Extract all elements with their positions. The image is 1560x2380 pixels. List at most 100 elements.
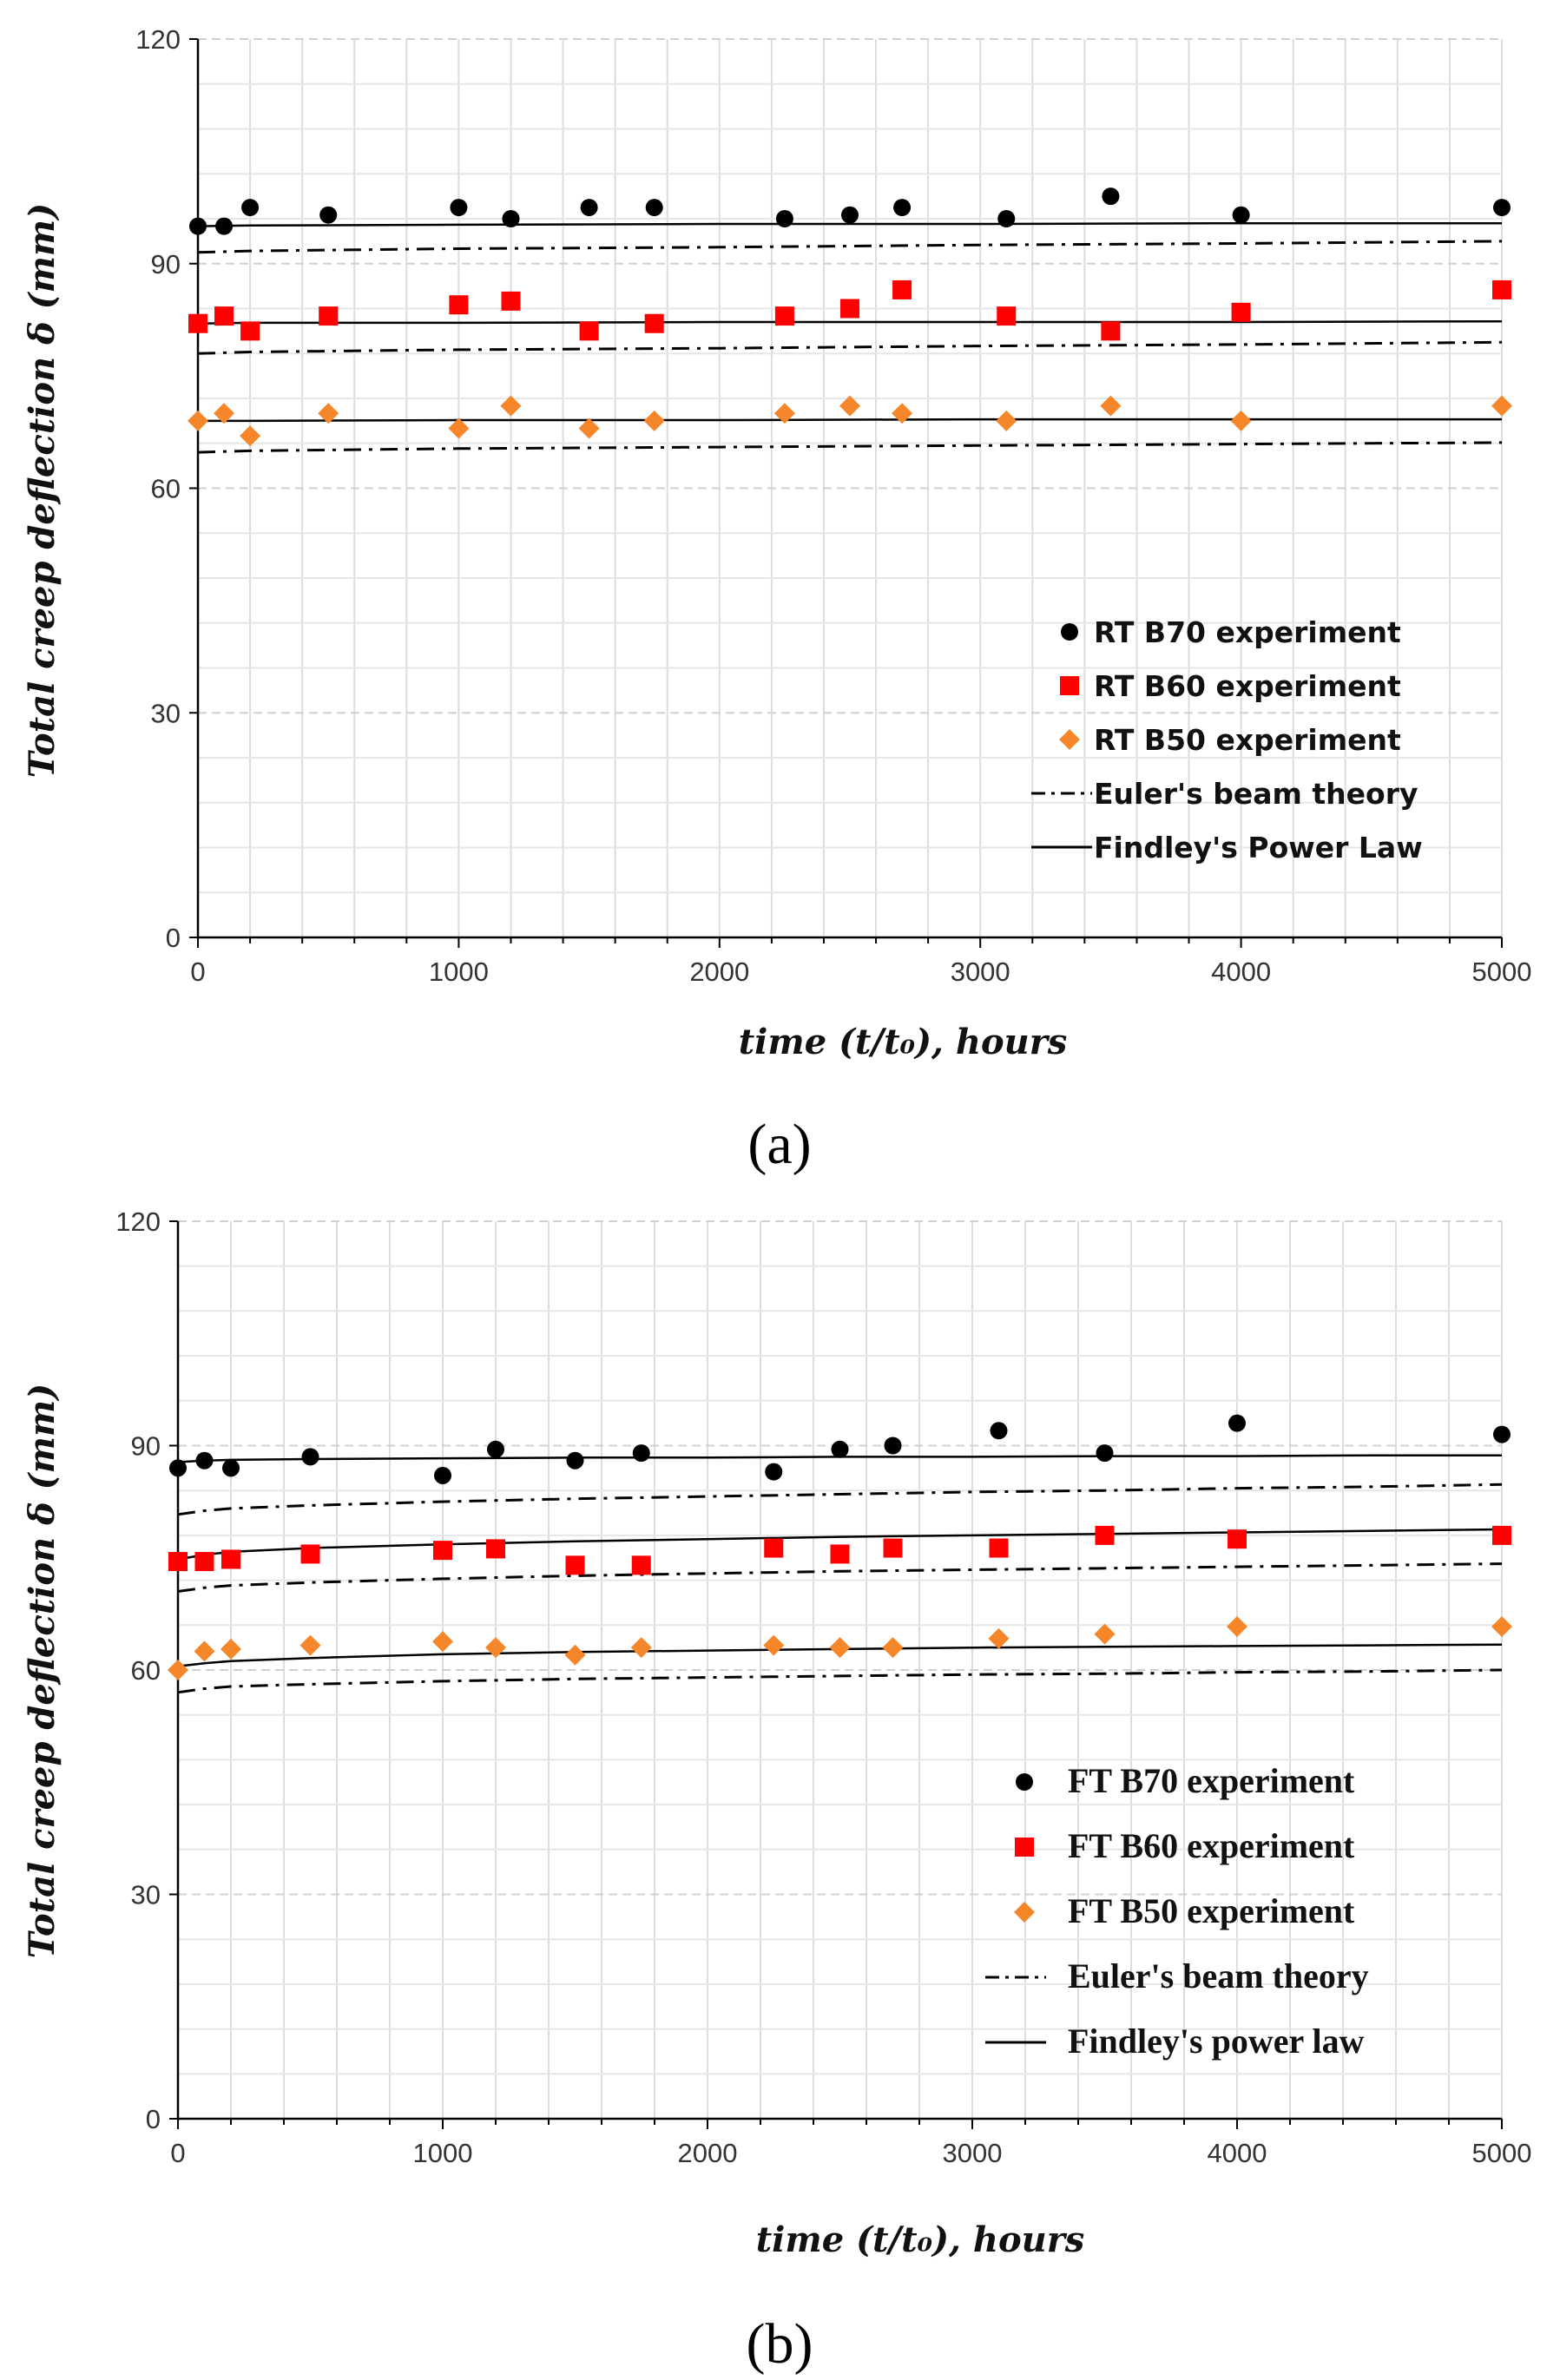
data-point bbox=[997, 306, 1017, 326]
data-point bbox=[990, 1422, 1008, 1440]
y-tick-label: 30 bbox=[131, 1880, 161, 1910]
data-point bbox=[579, 321, 599, 341]
data-point bbox=[301, 1448, 319, 1466]
data-point bbox=[830, 1544, 850, 1564]
data-point bbox=[195, 1451, 214, 1469]
series-diamond bbox=[188, 395, 1512, 447]
data-point bbox=[1095, 1525, 1115, 1545]
x-axis-label: time (t/t₀), hours bbox=[756, 2219, 1085, 2260]
legend-label: RT B50 experiment bbox=[1094, 723, 1401, 757]
legend-label: Findley's power law bbox=[1068, 2022, 1365, 2061]
legend-label: RT B70 experiment bbox=[1094, 615, 1401, 649]
data-point bbox=[564, 1644, 586, 1666]
data-point bbox=[632, 1444, 650, 1463]
legend-marker bbox=[1016, 1773, 1033, 1791]
data-point bbox=[630, 1637, 652, 1659]
y-tick-label: 0 bbox=[146, 2104, 161, 2134]
data-point bbox=[188, 410, 208, 431]
data-point bbox=[169, 1459, 187, 1477]
chart-panel-b: 0 30 60 90 120 0 1000 2000 3000 4000 5000 time (t/t… bbox=[22, 1206, 1531, 2376]
y-tick-label: 90 bbox=[151, 249, 181, 279]
y-tick-label: 0 bbox=[166, 923, 181, 953]
x-tick-label: 4000 bbox=[1208, 2138, 1267, 2168]
findley-law-line bbox=[197, 221, 1502, 227]
legend-marker bbox=[1060, 676, 1079, 695]
data-point bbox=[1096, 1444, 1114, 1463]
y-axis-label: Total creep deflection δ (mm) bbox=[22, 1384, 63, 1958]
data-point bbox=[189, 217, 207, 235]
euler-theory-line bbox=[177, 1483, 1503, 1516]
data-point bbox=[775, 210, 793, 227]
data-point bbox=[500, 395, 522, 417]
x-tick-label: 5000 bbox=[1472, 957, 1532, 987]
legend-marker bbox=[1015, 1838, 1034, 1857]
series-square bbox=[168, 1525, 1511, 1575]
y-tick-label: 120 bbox=[135, 24, 181, 55]
data-point bbox=[1492, 279, 1511, 299]
legend-label: FT B60 experiment bbox=[1068, 1826, 1355, 1865]
data-point bbox=[241, 199, 260, 217]
data-point bbox=[578, 417, 600, 439]
y-tick-label: 60 bbox=[151, 474, 181, 504]
data-point bbox=[1232, 206, 1250, 224]
data-point bbox=[1228, 1414, 1246, 1432]
data-point bbox=[1493, 1425, 1511, 1443]
data-point bbox=[221, 1638, 241, 1660]
legend-marker bbox=[1059, 729, 1080, 750]
data-point bbox=[631, 1555, 651, 1575]
data-point bbox=[168, 1660, 188, 1680]
legend-b: FT B70 experiment FT B60 experiment FT B50… bbox=[985, 1761, 1369, 2061]
data-point bbox=[840, 299, 859, 319]
legend-marker bbox=[1014, 1902, 1035, 1923]
data-point bbox=[188, 313, 207, 333]
x-tick-label: 3000 bbox=[943, 2138, 1003, 2168]
data-point bbox=[486, 1539, 505, 1559]
legend-label: Euler's beam theory bbox=[1094, 777, 1418, 811]
series-square bbox=[188, 279, 1511, 341]
data-point bbox=[841, 206, 859, 224]
data-point bbox=[893, 199, 912, 217]
findley-law-line bbox=[198, 417, 1502, 423]
data-point bbox=[839, 395, 860, 417]
legend-label: Euler's beam theory bbox=[1068, 1956, 1369, 1995]
data-point bbox=[194, 1640, 215, 1662]
x-tick-label: 0 bbox=[170, 2138, 185, 2168]
legend-a: RT B70 experiment RT B60 experiment RT B50… bbox=[1031, 615, 1423, 865]
data-point bbox=[1227, 1616, 1247, 1638]
data-point bbox=[1228, 1529, 1247, 1549]
legend-marker bbox=[1061, 623, 1078, 641]
data-point bbox=[222, 1459, 240, 1477]
legend-label: Findley's Power Law bbox=[1094, 831, 1423, 865]
data-point bbox=[434, 1466, 451, 1484]
data-point bbox=[892, 403, 913, 424]
data-point bbox=[645, 199, 663, 217]
x-tick-label: 3000 bbox=[951, 957, 1010, 987]
data-point bbox=[501, 291, 521, 311]
data-point bbox=[1094, 1623, 1116, 1645]
data-point bbox=[644, 313, 664, 333]
data-point bbox=[1100, 395, 1122, 417]
chart-panel-a: 0 30 60 90 120 0 1000 2000 3000 4000 5000 time (t/t… bbox=[22, 24, 1531, 1176]
data-point bbox=[1491, 1616, 1512, 1638]
data-point bbox=[194, 1552, 214, 1572]
x-tick-label: 2000 bbox=[689, 957, 749, 987]
data-point bbox=[883, 1538, 903, 1558]
data-point bbox=[1230, 410, 1252, 431]
data-point bbox=[299, 1634, 321, 1656]
data-point bbox=[450, 199, 468, 217]
x-tick-label: 1000 bbox=[429, 957, 489, 987]
data-point bbox=[882, 1637, 904, 1659]
euler-theory-line bbox=[197, 441, 1503, 454]
data-point bbox=[487, 1440, 504, 1458]
data-point bbox=[997, 210, 1016, 227]
data-point bbox=[1493, 199, 1511, 217]
data-point bbox=[892, 279, 912, 299]
data-point bbox=[580, 199, 598, 217]
data-point bbox=[1491, 395, 1512, 417]
x-axis-label: time (t/t₀), hours bbox=[739, 1022, 1068, 1062]
data-point bbox=[565, 1555, 585, 1575]
data-point bbox=[433, 1541, 452, 1561]
data-point bbox=[1492, 1525, 1511, 1545]
y-tick-label: 30 bbox=[151, 698, 181, 728]
euler-theory-line bbox=[197, 240, 1503, 254]
